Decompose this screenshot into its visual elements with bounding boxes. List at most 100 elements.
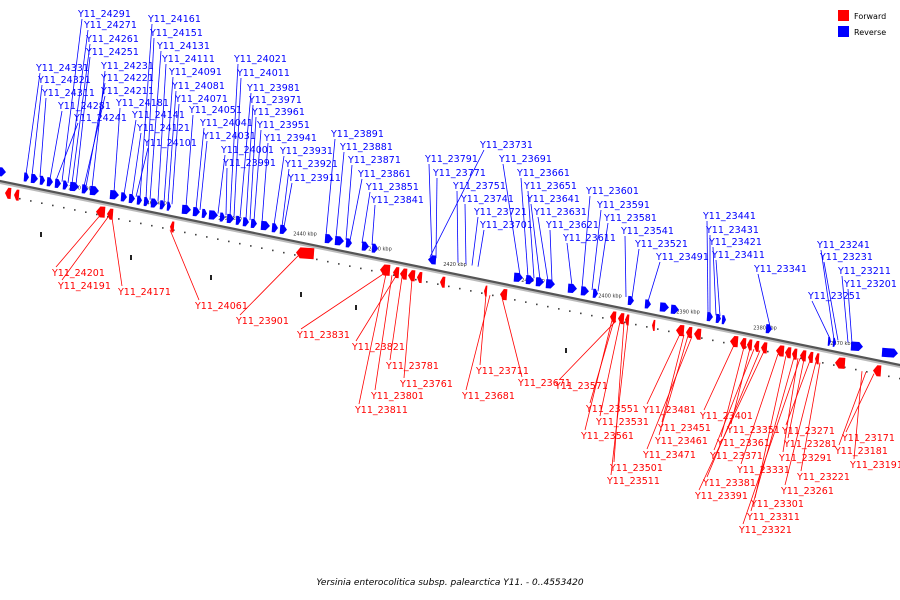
forward-leader-line xyxy=(853,371,863,460)
forward-gene-label: Y11_23831 xyxy=(296,330,350,341)
scale-tick-label: 2470 kbp xyxy=(68,185,92,191)
reverse-leader-line xyxy=(566,242,573,286)
forward-leader-line xyxy=(55,215,101,268)
forward-gene-label: Y11_23511 xyxy=(606,476,660,487)
forward-leader-line xyxy=(358,273,387,405)
forward-gene-arrow xyxy=(730,336,739,348)
forward-leader-line xyxy=(785,360,811,426)
forward-leader-line xyxy=(706,350,761,478)
scale-dot xyxy=(470,290,472,292)
reverse-gene-arrow xyxy=(715,313,721,324)
reverse-gene-label: Y11_23891 xyxy=(330,129,384,140)
reverse-leader-line xyxy=(325,138,336,236)
scale-dot xyxy=(349,265,351,267)
forward-leader-line xyxy=(742,358,801,525)
scale-dot xyxy=(162,227,164,229)
reverse-gene-arrow xyxy=(580,286,589,296)
forward-gene-label: Y11_23171 xyxy=(841,433,895,444)
reverse-leader-line xyxy=(527,190,535,279)
scale-dot xyxy=(140,222,142,225)
reverse-gene-arrow xyxy=(250,218,257,229)
scale-dot xyxy=(294,254,296,256)
reverse-leader-line xyxy=(123,119,137,195)
forward-gene-label: Y11_23361 xyxy=(716,438,770,449)
scale-dot xyxy=(30,200,32,202)
forward-gene-label: Y11_24171 xyxy=(117,287,171,298)
reverse-leader-line xyxy=(841,275,849,343)
reverse-leader-line xyxy=(135,147,149,197)
reverse-gene-label: Y11_24311 xyxy=(41,88,95,99)
reverse-gene-label: Y11_23731 xyxy=(479,140,533,151)
forward-gene-label: Y11_24191 xyxy=(57,281,111,292)
reverse-gene-label: Y11_23951 xyxy=(256,120,310,131)
scale-dot xyxy=(129,220,131,222)
reverse-leader-line xyxy=(361,191,371,244)
forward-leader-line xyxy=(661,334,685,423)
reverse-gene-label: Y11_23791 xyxy=(424,154,478,165)
reverse-gene-label: Y11_23911 xyxy=(287,173,341,184)
reverse-gene-arrow xyxy=(850,341,863,352)
scale-dot xyxy=(514,299,516,301)
forward-leader-line xyxy=(740,353,779,465)
scale-dot xyxy=(668,330,670,333)
forward-gene-arrow xyxy=(808,351,814,364)
reverse-gene-arrow xyxy=(201,208,207,218)
forward-leader-line xyxy=(610,323,629,476)
reverse-gene-label: Y11_24111 xyxy=(161,54,215,65)
legend: Forward Reverse xyxy=(838,10,886,37)
scale-dot xyxy=(657,328,659,330)
reverse-leader-line xyxy=(61,18,83,182)
scale-dot xyxy=(52,204,54,207)
reverse-leader-line xyxy=(273,155,285,226)
forward-gene-label: Y11_23681 xyxy=(461,391,515,402)
forward-leader-line xyxy=(374,275,393,391)
scale-dot xyxy=(745,346,747,348)
reverse-gene-label: Y11_24261 xyxy=(85,34,139,45)
reverse-leader-line xyxy=(91,70,106,188)
scale-dot xyxy=(437,283,439,285)
reverse-gene-label: Y11_24141 xyxy=(131,110,185,121)
reverse-gene-label: Y11_24281 xyxy=(57,101,111,112)
reverse-gene-label: Y11_23601 xyxy=(585,186,639,197)
forward-leader-line xyxy=(111,217,123,287)
forward-gene-label: Y11_23221 xyxy=(796,472,850,483)
scale-dot xyxy=(426,281,428,283)
reverse-leader-line xyxy=(530,203,541,280)
forward-gene-arrow xyxy=(792,348,798,360)
genome-backbone xyxy=(0,179,900,369)
reverse-gene-label: Y11_24131 xyxy=(156,41,210,52)
reverse-leader-line xyxy=(549,229,553,282)
forward-leader-line xyxy=(838,371,867,446)
scale-dot xyxy=(580,312,582,315)
reverse-leader-line xyxy=(131,132,142,197)
forward-gene-arrow xyxy=(740,337,747,350)
reverse-gene-arrow xyxy=(334,236,344,246)
forward-leader-line xyxy=(646,336,693,450)
reverse-gene-label: Y11_23991 xyxy=(222,158,276,169)
scale-dot xyxy=(525,301,527,303)
reverse-leader-line xyxy=(85,82,106,187)
reverse-leader-line xyxy=(31,84,43,176)
reverse-gene-arrow xyxy=(721,315,726,325)
reverse-leader-line xyxy=(233,77,242,217)
reverse-leader-line xyxy=(471,216,479,266)
forward-gene-arrow xyxy=(747,339,753,351)
forward-gene-arrow xyxy=(618,313,625,325)
scale-dot xyxy=(481,292,483,294)
reverse-gene-label: Y11_23861 xyxy=(357,169,411,180)
reverse-gene-label: Y11_24121 xyxy=(136,123,190,134)
forward-gene-label: Y11_23311 xyxy=(746,512,800,523)
reverse-leader-line xyxy=(757,273,771,327)
forward-gene-label: Y11_23671 xyxy=(517,378,571,389)
reverse-leader-line xyxy=(25,72,41,175)
scale-dot xyxy=(41,202,43,205)
reverse-gene-arrow xyxy=(81,184,88,194)
scale-dot xyxy=(547,305,549,308)
reverse-gene-label: Y11_23941 xyxy=(263,133,317,144)
forward-gene-arrow xyxy=(440,276,446,288)
forward-gene-label: Y11_23821 xyxy=(351,342,405,353)
scale-dot xyxy=(74,209,76,211)
reverse-gene-arrow xyxy=(166,201,171,211)
reverse-leader-line xyxy=(335,151,345,238)
forward-gene-arrow xyxy=(815,353,820,365)
